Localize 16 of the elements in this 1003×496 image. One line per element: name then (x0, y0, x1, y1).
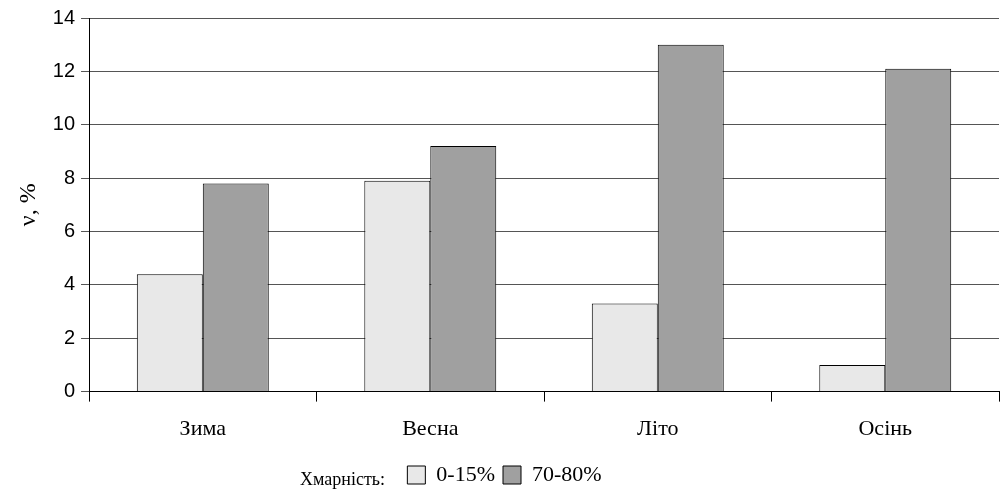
y-tick-label: 0 (63, 379, 76, 402)
x-tick-label: Літо (637, 414, 679, 440)
legend-title: Хмарність: (300, 469, 385, 490)
y-tick-label: 2 (63, 325, 76, 348)
x-tick-label: Весна (402, 414, 459, 440)
y-tick-label: 6 (63, 219, 76, 241)
y-tick-label: 8 (63, 165, 76, 188)
y-tick-label: 14 (52, 5, 76, 28)
legend-label: 0-15% (436, 460, 495, 486)
x-tick-label: Зима (179, 414, 227, 440)
y-tick-label: 12 (52, 58, 76, 81)
y-tick-label: 10 (52, 112, 76, 135)
legend-label: 70-80% (532, 460, 602, 486)
y-tick-label: 4 (63, 272, 76, 295)
y-axis-title: ν, % (13, 183, 40, 227)
x-tick-label: Осінь (858, 414, 913, 440)
